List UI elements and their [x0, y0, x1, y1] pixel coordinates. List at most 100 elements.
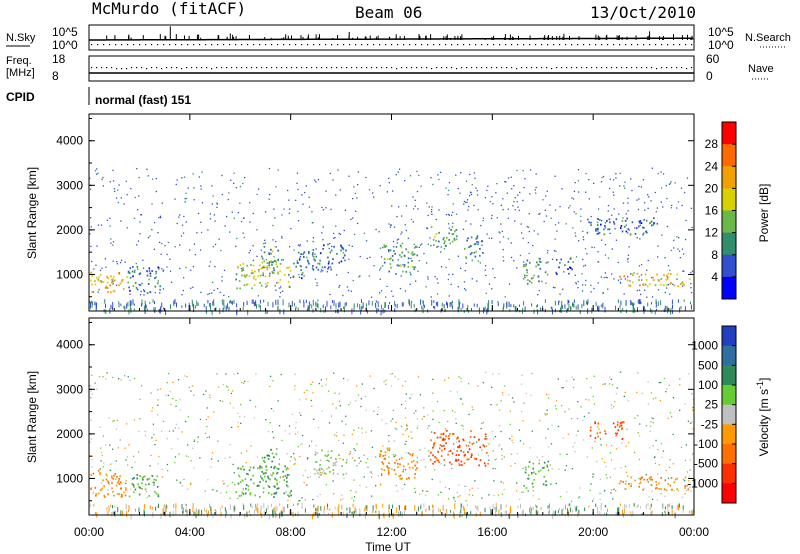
echo-cell: [434, 460, 436, 463]
echo-cell: [479, 247, 481, 250]
nave-dot: [586, 67, 588, 69]
echo-cell: [245, 492, 247, 495]
echo-cell: [268, 455, 271, 457]
echo-cell: [597, 435, 599, 438]
ground-cell: [263, 299, 265, 303]
range-cell: [141, 282, 143, 285]
range-cell: [294, 427, 297, 429]
range-cell: [100, 482, 103, 484]
echo-cell: [103, 485, 105, 488]
echo-cell: [451, 233, 454, 236]
range-cell: [516, 490, 518, 492]
echo-cell: [669, 484, 672, 487]
range-cell: [138, 451, 140, 453]
range-cell: [495, 458, 498, 460]
range-cell: [240, 403, 242, 406]
nave-dot: [416, 67, 418, 69]
echo-cell: [430, 439, 432, 442]
range-cell: [655, 211, 657, 213]
nave-dot: [521, 67, 523, 69]
range-cell: [293, 249, 295, 251]
range-cell: [544, 413, 546, 415]
range-cell: [90, 390, 92, 392]
range-cell: [639, 483, 641, 485]
nave-dot: [191, 67, 193, 69]
range-cell: [299, 244, 301, 246]
range-cell: [133, 419, 136, 421]
echo-cell: [470, 456, 472, 458]
nave-dot: [186, 67, 188, 69]
echo-cell: [248, 469, 251, 472]
range-cell: [545, 282, 547, 284]
echo-cell: [673, 284, 676, 287]
y-tick-label: 4000: [56, 134, 83, 148]
range-cell: [225, 373, 227, 375]
ground-cell: [564, 304, 566, 309]
echo-cell: [248, 275, 251, 277]
range-cell: [502, 482, 505, 484]
echo-cell: [545, 480, 547, 483]
ground-cell: [622, 307, 624, 312]
range-cell: [353, 429, 355, 431]
range-cell: [193, 440, 195, 442]
range-cell: [113, 188, 116, 190]
nave-dot: [681, 67, 683, 69]
echo-cell: [328, 260, 330, 263]
echo-cell: [278, 287, 281, 290]
nave-dot: [336, 67, 338, 69]
nave-dot: [576, 67, 578, 69]
range-cell: [97, 172, 99, 174]
range-cell: [363, 232, 366, 234]
echo-cell: [94, 283, 97, 286]
ground-cell: [353, 307, 355, 312]
echo-cell: [311, 267, 314, 270]
ground-cell: [432, 505, 434, 511]
ground-cell: [215, 510, 217, 516]
range-cell: [690, 287, 692, 289]
echo-cell: [276, 487, 279, 490]
range-cell: [510, 256, 513, 259]
ground-cell: [671, 510, 673, 516]
echo-cell: [129, 267, 132, 270]
echo-cell: [103, 494, 105, 497]
range-cell: [150, 454, 152, 457]
echo-cell: [90, 488, 92, 490]
range-cell: [626, 475, 629, 477]
range-cell: [576, 418, 579, 420]
echo-cell: [127, 270, 130, 273]
echo-cell: [322, 469, 325, 472]
ground-cell: [128, 309, 130, 315]
echo-cell: [648, 477, 651, 479]
range-cell: [555, 482, 557, 484]
range-cell: [304, 499, 306, 501]
range-cell: [108, 417, 110, 419]
ground-cell: [489, 506, 491, 510]
range-cell: [663, 377, 666, 380]
echo-cell: [143, 475, 146, 478]
ground-cell: [230, 300, 232, 304]
range-cell: [681, 496, 684, 498]
echo-cell: [288, 495, 290, 498]
range-cell: [325, 190, 327, 192]
range-cell: [647, 481, 649, 483]
range-cell: [370, 430, 373, 432]
range-cell: [580, 220, 582, 222]
range-cell: [538, 459, 541, 462]
echo-cell: [131, 477, 134, 480]
range-cell: [459, 495, 461, 497]
echo-cell: [341, 465, 343, 467]
range-cell: [667, 477, 670, 479]
range-cell: [585, 279, 587, 282]
range-cell: [373, 410, 375, 412]
range-cell: [647, 207, 649, 209]
range-cell: [588, 198, 590, 200]
nave-dot: [661, 67, 663, 69]
range-cell: [339, 458, 341, 460]
ground-cell: [155, 506, 157, 511]
nave-dot: [556, 67, 558, 69]
echo-cell: [136, 268, 139, 271]
range-cell: [520, 383, 523, 385]
noise-search-dot: [547, 44, 549, 46]
ground-cell: [254, 509, 255, 514]
ground-cell: [265, 309, 267, 315]
